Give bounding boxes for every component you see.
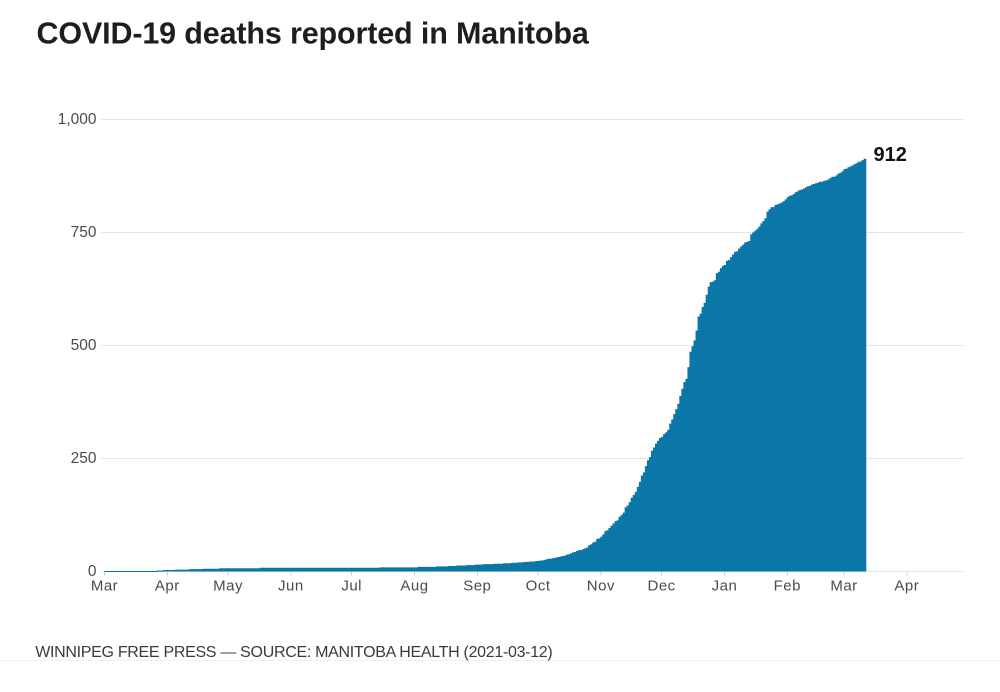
svg-text:Dec: Dec (648, 578, 676, 595)
svg-text:May: May (213, 578, 243, 595)
svg-text:COVID-19 deaths reported in Ma: COVID-19 deaths reported in Manitoba (37, 17, 590, 51)
svg-text:Jun: Jun (278, 578, 304, 595)
svg-text:Apr: Apr (894, 578, 919, 595)
svg-text:1,000: 1,000 (58, 111, 97, 128)
svg-text:Nov: Nov (587, 578, 615, 595)
svg-text:Aug: Aug (400, 578, 428, 595)
svg-text:Mar: Mar (830, 578, 857, 595)
svg-text:0: 0 (88, 563, 97, 580)
svg-text:750: 750 (71, 224, 97, 241)
svg-text:Apr: Apr (155, 578, 180, 595)
svg-text:Feb: Feb (774, 578, 801, 595)
svg-text:Jan: Jan (712, 578, 738, 595)
svg-text:912: 912 (874, 144, 907, 166)
svg-text:500: 500 (71, 337, 97, 354)
svg-text:Jul: Jul (341, 578, 362, 595)
svg-text:Sep: Sep (463, 578, 491, 595)
svg-text:250: 250 (71, 450, 97, 467)
svg-text:WINNIPEG FREE PRESS — SOURCE:: WINNIPEG FREE PRESS — SOURCE: MANITOBA H… (35, 644, 552, 661)
svg-text:Mar: Mar (91, 578, 118, 595)
svg-text:Oct: Oct (526, 578, 551, 595)
